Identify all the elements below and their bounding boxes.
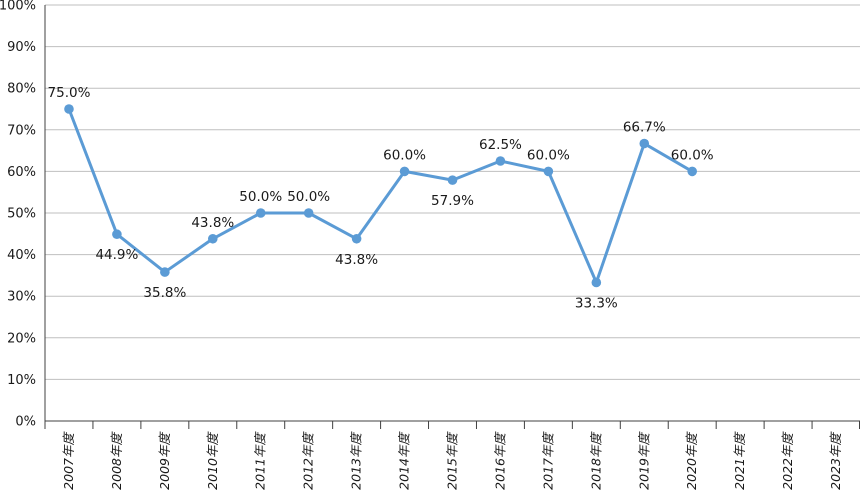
data-label: 60.0% [671,147,714,163]
data-point [495,156,506,166]
data-label: 57.9% [431,193,474,209]
data-label: 75.0% [48,85,91,101]
y-tick-label: 40% [7,248,36,263]
x-tick-label: 2010年度 [205,431,220,490]
data-label: 43.8% [191,215,234,231]
series-line [67,108,693,284]
y-tick-label: 0% [15,415,36,430]
data-point [64,104,74,114]
data-point [112,229,122,240]
data-label: 33.3% [575,295,618,311]
y-tick-label: 60% [7,165,36,180]
x-tick-label: 2014年度 [397,431,412,490]
data-label: 66.7% [623,120,666,136]
x-tick-label: 2020年度 [684,431,699,490]
axes [44,5,860,429]
data-label: 60.0% [383,147,426,163]
y-tick-label: 20% [7,331,36,346]
data-label: 43.8% [335,252,378,268]
y-tick-label: 70% [7,123,36,138]
data-label: 50.0% [239,189,282,205]
data-label: 60.0% [527,147,570,163]
y-tick-label: 30% [7,290,36,305]
data-point [160,267,170,277]
data-point [303,208,314,218]
x-tick-label: 2019年度 [636,431,651,490]
x-tick-label: 2018年度 [588,431,603,490]
data-labels: 75.0% 44.9% 35.8% 43.8% 50.0% 50.0% 43.8% 60.0%… [48,85,714,311]
data-point [207,233,218,244]
x-tick-label: 2017年度 [540,431,555,490]
gridlines [45,4,860,380]
data-point [591,277,602,288]
x-tick-label: 2021年度 [732,431,747,490]
x-tick-label: 2016年度 [492,431,507,490]
x-tick-label: 2009年度 [157,431,172,490]
series-line [67,108,693,284]
x-tick-label: 2012年度 [301,431,316,490]
x-tick-label: 2015年度 [445,431,460,490]
x-axis-ticks: 2007年度 2008年度 2009年度 2010年度 2011年度 2012年度 2013… [61,431,843,490]
x-tick-label: 2013年度 [349,431,364,490]
data-point [255,208,266,218]
x-tick-label: 2008年度 [109,431,124,490]
data-point [399,166,410,177]
x-tick-label: 2007年度 [61,431,76,490]
x-tick-label: 2023年度 [828,431,843,490]
data-label: 35.8% [143,285,186,301]
data-points [64,104,698,288]
y-tick-label: 50% [7,207,36,222]
data-label: 50.0% [287,189,330,205]
data-point [447,175,458,185]
data-point [351,233,362,244]
y-tick-label: 100% [0,0,36,14]
data-point [687,166,698,177]
x-tick-label: 2022年度 [780,431,795,490]
data-label: 62.5% [479,137,522,153]
data-point [543,166,554,177]
y-axis-ticks: 0% 10% 20% 30% 40% 50% 60% 70% 80% 90% 100% [0,0,36,430]
y-tick-label: 10% [7,373,36,388]
data-label: 44.9% [95,247,138,263]
x-tick-label: 2011年度 [253,431,268,490]
y-tick-label: 90% [7,40,36,55]
y-tick-label: 80% [7,82,36,97]
data-point [639,138,650,149]
